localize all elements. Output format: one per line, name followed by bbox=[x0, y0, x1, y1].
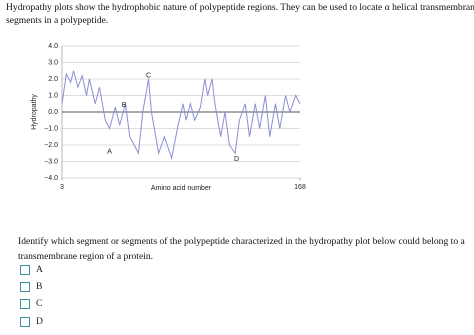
header-line: Hydropathy plots show the hydrophobic na… bbox=[6, 2, 474, 13]
chart: 4.0 3.0 2.0 1.0 0.0 −1.0 −2.0 −3.0 −4.03 168 Amino… bbox=[31, 43, 306, 192]
y-tick-label: 0.0 bbox=[48, 109, 58, 116]
option-label: C bbox=[36, 298, 43, 309]
checkbox[interactable] bbox=[20, 316, 30, 327]
annotation: D bbox=[234, 156, 239, 163]
option[interactable]: D bbox=[20, 316, 43, 327]
y-axis-label: Hydropathy bbox=[31, 94, 38, 130]
y-tick-label: −4.0 bbox=[44, 175, 58, 182]
option-label: B bbox=[36, 281, 43, 292]
y-tick-label: 4.0 bbox=[48, 43, 58, 50]
checkbox[interactable] bbox=[20, 281, 30, 292]
hydropathy-line bbox=[61, 70, 301, 161]
annotation: C bbox=[146, 73, 151, 80]
y-tick-label: 1.0 bbox=[48, 92, 58, 99]
y-tick-label: 3.0 bbox=[48, 59, 58, 66]
checkbox[interactable] bbox=[20, 264, 30, 275]
y-tick-label: −2.0 bbox=[44, 142, 58, 149]
question-line: Identify which segment or segments of th… bbox=[18, 236, 465, 247]
x-tick-label: 3 bbox=[60, 184, 64, 191]
x-tick-label: 168 bbox=[294, 184, 306, 191]
y-tick-label: 2.0 bbox=[48, 76, 58, 83]
option[interactable]: B bbox=[20, 281, 42, 292]
option-label: D bbox=[36, 316, 43, 327]
y-tick-label: −3.0 bbox=[44, 158, 58, 165]
x-axis-label: Amino acid number bbox=[151, 185, 212, 192]
y-tick-label: −1.0 bbox=[44, 125, 58, 132]
annotation: B bbox=[122, 102, 127, 109]
option-label: A bbox=[36, 264, 43, 275]
checkbox[interactable] bbox=[20, 298, 30, 309]
annotation: A bbox=[107, 148, 112, 155]
option[interactable]: C bbox=[20, 298, 42, 309]
question-line: transmembrane region of a protein. bbox=[18, 251, 154, 262]
header-line: segments in a polypeptide. bbox=[6, 15, 109, 26]
option[interactable]: A bbox=[20, 264, 43, 275]
